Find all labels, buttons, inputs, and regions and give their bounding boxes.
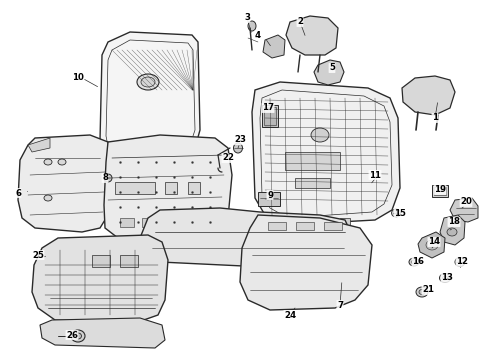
Text: 19: 19 xyxy=(434,185,446,194)
Text: 5: 5 xyxy=(329,63,335,72)
Text: 24: 24 xyxy=(284,310,296,320)
Bar xyxy=(258,192,280,206)
Ellipse shape xyxy=(412,260,416,264)
Ellipse shape xyxy=(419,289,425,294)
Ellipse shape xyxy=(44,195,52,201)
Bar xyxy=(434,187,446,195)
Polygon shape xyxy=(132,152,140,165)
Polygon shape xyxy=(18,135,112,232)
Polygon shape xyxy=(100,32,200,162)
Bar xyxy=(296,222,314,230)
Ellipse shape xyxy=(248,21,256,31)
Text: 1: 1 xyxy=(432,113,438,122)
Text: 20: 20 xyxy=(460,198,472,207)
Polygon shape xyxy=(263,35,285,58)
Ellipse shape xyxy=(311,128,329,142)
Ellipse shape xyxy=(455,257,465,266)
Text: 10: 10 xyxy=(72,73,84,82)
Ellipse shape xyxy=(104,174,112,182)
Bar xyxy=(324,222,342,230)
Text: 4: 4 xyxy=(255,31,261,40)
Polygon shape xyxy=(240,215,372,310)
Polygon shape xyxy=(28,138,50,152)
Ellipse shape xyxy=(234,143,243,153)
Ellipse shape xyxy=(137,74,159,90)
Text: 25: 25 xyxy=(32,251,44,260)
Ellipse shape xyxy=(141,77,155,87)
Text: 7: 7 xyxy=(337,301,343,310)
Polygon shape xyxy=(286,16,338,55)
Polygon shape xyxy=(418,232,445,258)
Text: 11: 11 xyxy=(369,171,381,180)
Bar xyxy=(295,178,330,188)
Polygon shape xyxy=(292,218,302,230)
Bar xyxy=(165,182,177,194)
Ellipse shape xyxy=(447,228,457,236)
Text: 17: 17 xyxy=(262,104,274,112)
Bar xyxy=(142,218,156,227)
Text: 12: 12 xyxy=(456,257,468,266)
Bar xyxy=(188,182,200,194)
Text: 16: 16 xyxy=(412,257,424,266)
Polygon shape xyxy=(340,218,350,230)
Ellipse shape xyxy=(409,258,419,266)
Ellipse shape xyxy=(44,159,52,165)
Text: 21: 21 xyxy=(422,285,434,294)
Ellipse shape xyxy=(442,276,447,280)
Text: 9: 9 xyxy=(267,190,273,199)
Bar xyxy=(262,105,278,127)
Ellipse shape xyxy=(392,209,400,217)
Text: 22: 22 xyxy=(222,153,234,162)
Bar xyxy=(120,255,138,267)
Text: 14: 14 xyxy=(428,238,440,247)
Bar xyxy=(186,218,200,227)
Polygon shape xyxy=(314,60,344,85)
Text: 26: 26 xyxy=(66,330,78,339)
Bar xyxy=(120,218,134,227)
Polygon shape xyxy=(252,82,400,225)
Bar xyxy=(115,182,155,194)
Bar xyxy=(92,255,110,267)
Ellipse shape xyxy=(58,159,66,165)
Polygon shape xyxy=(40,318,165,348)
Bar xyxy=(268,222,286,230)
Text: 15: 15 xyxy=(394,208,406,217)
Bar xyxy=(432,185,448,197)
Ellipse shape xyxy=(71,330,85,342)
Polygon shape xyxy=(402,76,455,115)
Ellipse shape xyxy=(416,287,428,297)
Polygon shape xyxy=(165,152,175,165)
Polygon shape xyxy=(140,208,352,268)
Polygon shape xyxy=(32,235,168,322)
Polygon shape xyxy=(104,135,232,238)
Bar xyxy=(164,218,178,227)
Text: 2: 2 xyxy=(297,18,303,27)
Text: 6: 6 xyxy=(15,189,21,198)
Polygon shape xyxy=(440,215,465,245)
Polygon shape xyxy=(450,198,478,222)
Text: 8: 8 xyxy=(102,174,108,183)
Ellipse shape xyxy=(74,333,81,339)
Bar xyxy=(264,107,276,125)
Bar xyxy=(285,152,340,170)
Text: 3: 3 xyxy=(244,13,250,22)
Text: 18: 18 xyxy=(448,217,460,226)
Ellipse shape xyxy=(440,274,450,283)
Text: 13: 13 xyxy=(441,274,453,283)
Text: 23: 23 xyxy=(234,135,246,144)
